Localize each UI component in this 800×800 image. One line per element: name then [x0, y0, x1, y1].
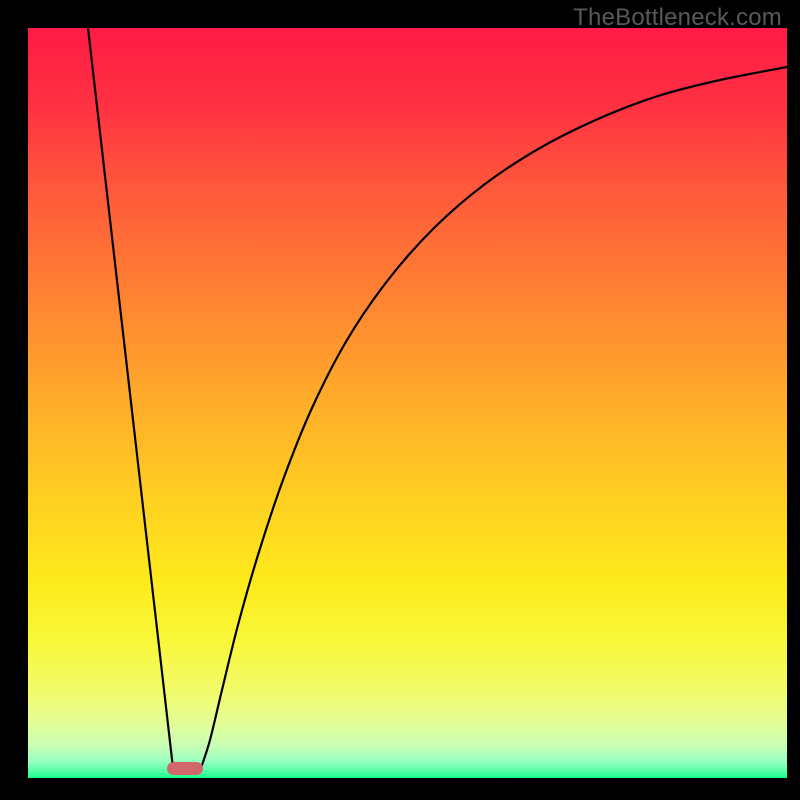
bottleneck-chart [0, 0, 800, 800]
chart-container: TheBottleneck.com [0, 0, 800, 800]
plot-gradient-area [28, 28, 787, 778]
watermark-text: TheBottleneck.com [573, 4, 782, 32]
target-marker [167, 762, 203, 775]
